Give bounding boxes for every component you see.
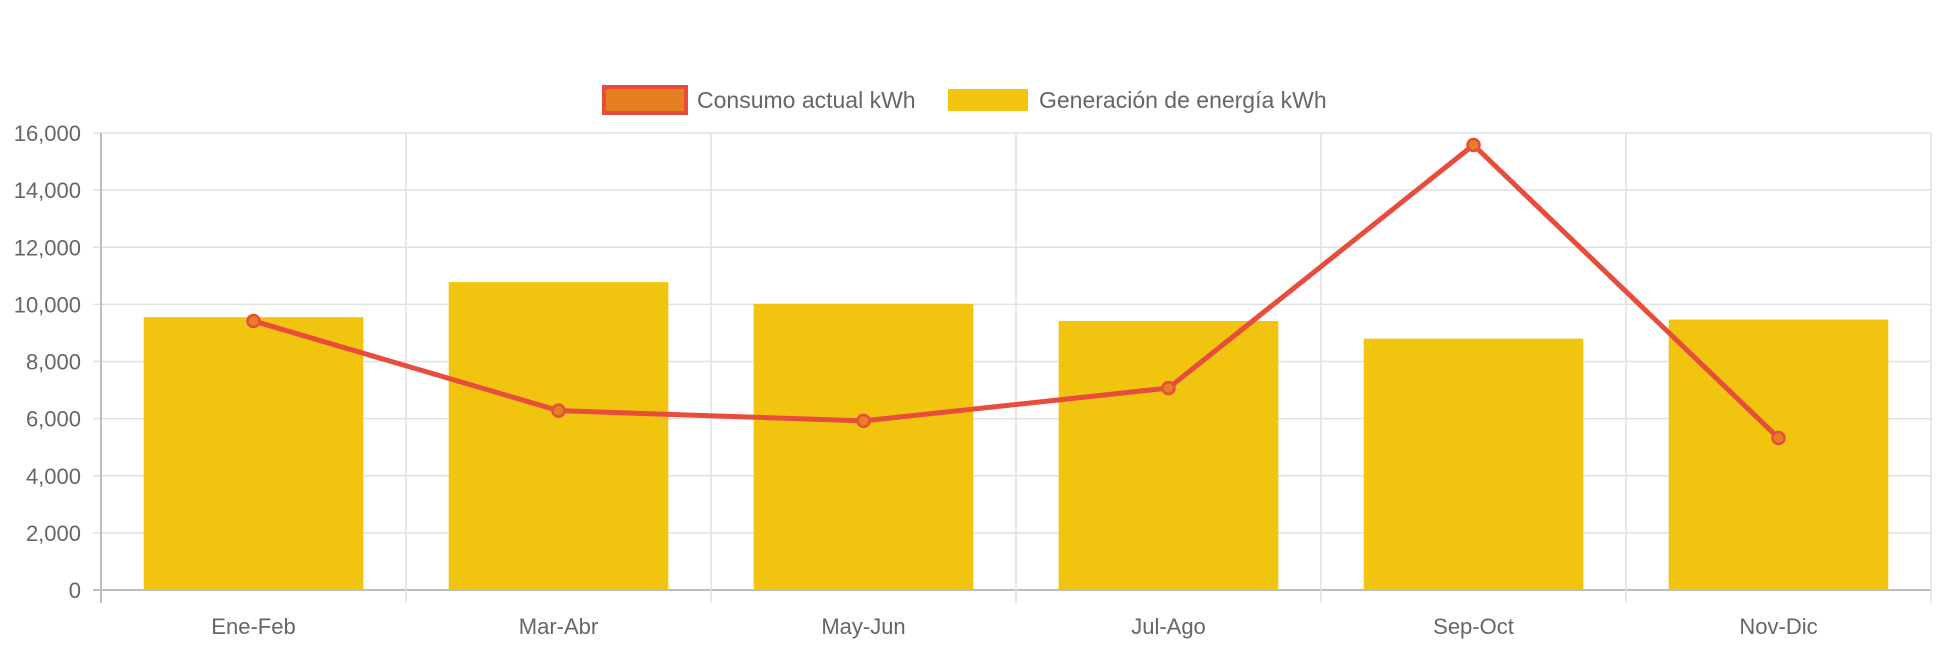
bar-generacion [1363,338,1584,590]
bar-generacion [1058,320,1279,590]
y-tick-label: 6,000 [26,407,81,432]
legend-label-generacion: Generación de energía kWh [1039,87,1327,113]
bar-generacion [1668,319,1889,590]
y-tick-label: 14,000 [14,178,81,203]
axes: 0 2,000 4,000 6,000 8,000 10,000 12,000 14,000 1… [14,121,1818,639]
legend-swatch-generacion [948,89,1028,111]
legend-item-generacion[interactable]: Generación de energía kWh [948,87,1327,113]
x-tick-label: May-Jun [821,614,905,639]
y-tick-label: 0 [69,578,81,603]
y-tick-label: 8,000 [26,350,81,375]
line-series [246,137,1786,446]
x-tick-label: Nov-Dic [1739,614,1817,639]
legend-item-consumo[interactable]: Consumo actual kWh [602,85,916,115]
bar-generacion [448,282,669,590]
y-tick-label: 10,000 [14,292,81,317]
y-tick-label: 12,000 [14,235,81,260]
bar-generacion [143,317,364,590]
x-tick-label: Sep-Oct [1433,614,1514,639]
legend: Consumo actual kWh Generación de energía… [602,85,1327,115]
x-tick-label: Jul-Ago [1131,614,1206,639]
point-consumo [856,413,871,429]
bar-series [143,282,1889,590]
y-tick-label: 4,000 [26,464,81,489]
point-consumo [1161,380,1176,396]
bar-generacion [753,303,974,590]
point-consumo [246,313,261,329]
point-consumo [1466,137,1481,153]
legend-label-consumo: Consumo actual kWh [697,87,916,113]
y-tick-label: 16,000 [14,121,81,146]
grid-lines [93,132,1932,603]
x-tick-label: Mar-Abr [519,614,598,639]
legend-swatch-consumo [602,85,688,115]
y-tick-label: 2,000 [26,521,81,546]
point-consumo [551,403,566,418]
x-tick-label: Ene-Feb [211,614,295,639]
point-consumo [1771,430,1786,446]
line-consumo [251,142,1781,441]
